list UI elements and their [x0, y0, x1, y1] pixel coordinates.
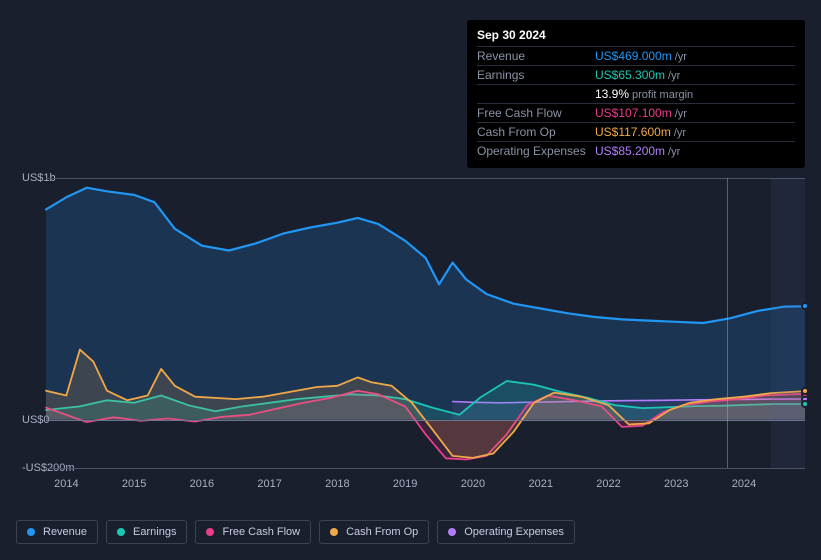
x-axis-label: 2015: [122, 478, 146, 490]
tooltip-row: Operating ExpensesUS$85.200m/yr: [477, 141, 795, 160]
legend-label: Free Cash Flow: [222, 526, 300, 538]
legend: Revenue Earnings Free Cash Flow Cash From O…: [16, 520, 575, 544]
tooltip-value: 13.9%: [595, 87, 629, 101]
tooltip-label: Revenue: [477, 49, 595, 63]
tooltip-suffix: /yr: [675, 108, 687, 120]
legend-item-free-cash-flow[interactable]: Free Cash Flow: [195, 520, 311, 544]
tooltip-value: US$107.100m: [595, 106, 672, 120]
tooltip-suffix: profit margin: [632, 89, 693, 101]
tooltip-suffix: /yr: [668, 70, 680, 82]
tooltip-row: RevenueUS$469.000m/yr: [477, 46, 795, 65]
tooltip-suffix: /yr: [675, 51, 687, 63]
legend-item-earnings[interactable]: Earnings: [106, 520, 187, 544]
tooltip-suffix: /yr: [674, 127, 686, 139]
tooltip-value: US$85.200m: [595, 144, 665, 158]
legend-item-operating-expenses[interactable]: Operating Expenses: [437, 520, 575, 544]
tooltip-value: US$117.600m: [595, 125, 671, 139]
x-axis-label: 2019: [393, 478, 417, 490]
legend-dot: [448, 528, 456, 536]
financial-chart: US$1bUS$0-US$200m 2014201520162017201820…: [16, 160, 805, 500]
legend-dot: [117, 528, 125, 536]
tooltip-date: Sep 30 2024: [477, 28, 795, 42]
x-axis-label: 2018: [325, 478, 349, 490]
gridline: [46, 468, 805, 469]
tooltip-value: US$469.000m: [595, 49, 672, 63]
series-end-dot: [801, 387, 809, 395]
reference-line: [727, 178, 728, 468]
tooltip-suffix: /yr: [668, 146, 680, 158]
x-axis-label: 2020: [461, 478, 485, 490]
gridline: [46, 420, 805, 421]
tooltip-row: 13.9%profit margin: [477, 84, 795, 103]
x-axis-label: 2023: [664, 478, 688, 490]
x-axis-label: 2017: [257, 478, 281, 490]
data-tooltip: Sep 30 2024 RevenueUS$469.000m/yrEarning…: [467, 20, 805, 168]
legend-item-revenue[interactable]: Revenue: [16, 520, 98, 544]
legend-item-cash-from-op[interactable]: Cash From Op: [319, 520, 429, 544]
legend-label: Revenue: [43, 526, 87, 538]
tooltip-label: Cash From Op: [477, 125, 595, 139]
tooltip-value: US$65.300m: [595, 68, 665, 82]
legend-label: Operating Expenses: [464, 526, 564, 538]
tooltip-row: Cash From OpUS$117.600m/yr: [477, 122, 795, 141]
x-axis-label: 2021: [528, 478, 552, 490]
x-axis-label: 2024: [732, 478, 756, 490]
x-axis-label: 2022: [596, 478, 620, 490]
x-axis-label: 2016: [190, 478, 214, 490]
tooltip-row: Free Cash FlowUS$107.100m/yr: [477, 103, 795, 122]
legend-label: Cash From Op: [346, 526, 418, 538]
future-band: [771, 178, 805, 468]
legend-dot: [206, 528, 214, 536]
tooltip-label: Earnings: [477, 68, 595, 82]
series-end-dot: [801, 400, 809, 408]
series-end-dot: [801, 302, 809, 310]
legend-dot: [330, 528, 338, 536]
legend-dot: [27, 528, 35, 536]
tooltip-row: EarningsUS$65.300m/yr: [477, 65, 795, 84]
tooltip-label: Operating Expenses: [477, 144, 595, 158]
plot-area[interactable]: [46, 178, 805, 468]
x-axis-label: 2014: [54, 478, 78, 490]
legend-label: Earnings: [133, 526, 176, 538]
tooltip-label: Free Cash Flow: [477, 106, 595, 120]
gridline: [46, 178, 805, 179]
